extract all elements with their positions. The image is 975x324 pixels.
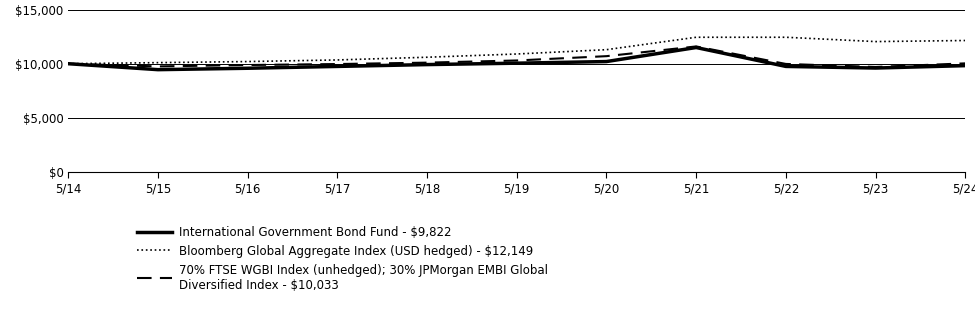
International Government Bond Fund - $9,822 (870, 66, 881, 70)
Line: Bloomberg Global Aggregate Index (USD hedged) - $12,149: Bloomberg Global Aggregate Index (USD he… (68, 37, 965, 64)
International Government Bond Fund - $9,822 (242, 66, 254, 70)
Bloomberg Global Aggregate Index (USD hedged) - $12,149 (959, 39, 971, 42)
70% FTSE WGBI Index (unhedged); 30% JPMorgan EMBI Global
Diversified Index - $10,033 (601, 54, 612, 58)
70% FTSE WGBI Index (unhedged); 30% JPMorgan EMBI Global
Diversified Index - $10,033 (421, 61, 433, 64)
International Government Bond Fund - $9,822 (511, 61, 523, 65)
Bloomberg Global Aggregate Index (USD hedged) - $12,149 (690, 35, 702, 39)
Legend: International Government Bond Fund - $9,822, Bloomberg Global Aggregate Index (U: International Government Bond Fund - $9,… (136, 226, 549, 292)
Bloomberg Global Aggregate Index (USD hedged) - $12,149 (601, 48, 612, 52)
Bloomberg Global Aggregate Index (USD hedged) - $12,149 (780, 35, 792, 39)
Bloomberg Global Aggregate Index (USD hedged) - $12,149 (870, 40, 881, 43)
Bloomberg Global Aggregate Index (USD hedged) - $12,149 (242, 60, 254, 64)
Line: International Government Bond Fund - $9,822: International Government Bond Fund - $9,… (68, 48, 965, 70)
70% FTSE WGBI Index (unhedged); 30% JPMorgan EMBI Global
Diversified Index - $10,033 (62, 62, 74, 66)
Bloomberg Global Aggregate Index (USD hedged) - $12,149 (511, 52, 523, 56)
70% FTSE WGBI Index (unhedged); 30% JPMorgan EMBI Global
Diversified Index - $10,033 (242, 63, 254, 67)
Bloomberg Global Aggregate Index (USD hedged) - $12,149 (332, 58, 343, 62)
International Government Bond Fund - $9,822 (152, 68, 164, 72)
Line: 70% FTSE WGBI Index (unhedged); 30% JPMorgan EMBI Global
Diversified Index - $10,033: 70% FTSE WGBI Index (unhedged); 30% JPMo… (68, 46, 965, 67)
Bloomberg Global Aggregate Index (USD hedged) - $12,149 (62, 62, 74, 66)
70% FTSE WGBI Index (unhedged); 30% JPMorgan EMBI Global
Diversified Index - $10,033 (152, 64, 164, 68)
International Government Bond Fund - $9,822 (421, 63, 433, 66)
International Government Bond Fund - $9,822 (959, 64, 971, 68)
International Government Bond Fund - $9,822 (780, 64, 792, 68)
70% FTSE WGBI Index (unhedged); 30% JPMorgan EMBI Global
Diversified Index - $10,033 (959, 62, 971, 65)
70% FTSE WGBI Index (unhedged); 30% JPMorgan EMBI Global
Diversified Index - $10,033 (511, 59, 523, 63)
70% FTSE WGBI Index (unhedged); 30% JPMorgan EMBI Global
Diversified Index - $10,033 (870, 65, 881, 69)
70% FTSE WGBI Index (unhedged); 30% JPMorgan EMBI Global
Diversified Index - $10,033 (690, 44, 702, 48)
Bloomberg Global Aggregate Index (USD hedged) - $12,149 (152, 61, 164, 64)
International Government Bond Fund - $9,822 (601, 60, 612, 64)
International Government Bond Fund - $9,822 (332, 64, 343, 68)
International Government Bond Fund - $9,822 (690, 46, 702, 50)
70% FTSE WGBI Index (unhedged); 30% JPMorgan EMBI Global
Diversified Index - $10,033 (332, 62, 343, 66)
70% FTSE WGBI Index (unhedged); 30% JPMorgan EMBI Global
Diversified Index - $10,033 (780, 62, 792, 66)
Bloomberg Global Aggregate Index (USD hedged) - $12,149 (421, 55, 433, 59)
International Government Bond Fund - $9,822 (62, 62, 74, 66)
